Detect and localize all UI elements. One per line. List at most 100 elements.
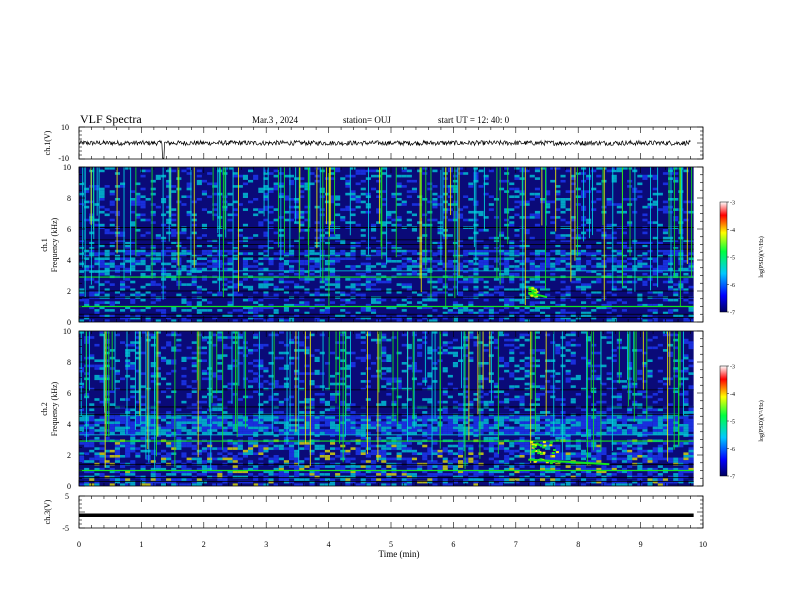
spectrogram-cell xyxy=(212,426,218,430)
spectrogram-cell xyxy=(150,411,156,414)
spectrogram-cell xyxy=(447,249,453,253)
spectrogram-cell xyxy=(94,418,100,422)
spectrogram-cell xyxy=(488,249,494,253)
spectrogram-cell xyxy=(381,262,387,266)
spectrogram-cell xyxy=(447,234,453,237)
spectrogram-cell xyxy=(427,257,433,260)
spectrogram-cell xyxy=(314,303,320,307)
spectrogram-cell xyxy=(345,205,351,209)
spectrogram-cell xyxy=(314,359,320,362)
spectrogram-cell xyxy=(662,236,668,240)
spectrogram-cell xyxy=(201,470,207,474)
spectrogram-cell xyxy=(432,316,438,320)
spectrogram-cell xyxy=(268,442,274,445)
spectrogram-cell xyxy=(125,359,131,362)
spectrogram-cell xyxy=(550,221,556,224)
spectrogram-cell xyxy=(114,442,120,445)
spectrogram-cell xyxy=(519,298,525,302)
spectrogram-cell xyxy=(473,278,479,281)
spectrogram-cell xyxy=(120,377,126,381)
spectrogram-cell xyxy=(468,280,474,284)
spectrogram-cell xyxy=(468,452,474,455)
spectrogram-cell xyxy=(468,303,474,307)
spectrogram-cell xyxy=(263,455,269,458)
spectrogram-cell xyxy=(140,262,146,266)
spectrogram-cell xyxy=(191,457,197,461)
spectrogram-cell xyxy=(427,452,433,455)
spectrogram-cell xyxy=(84,467,90,471)
spectrogram-cell xyxy=(319,311,325,315)
spectrogram-cell xyxy=(509,385,515,388)
spectrogram-cell xyxy=(524,203,530,206)
spectrogram-cell xyxy=(120,421,126,424)
spectrogram-cell xyxy=(335,198,341,201)
spectrogram-cell xyxy=(473,288,479,291)
spectrogram-cell xyxy=(371,169,377,173)
spectrogram-cell xyxy=(258,444,264,448)
spectrogram-cell xyxy=(401,185,407,188)
spectrogram-cell xyxy=(89,460,95,463)
spectrogram-cell xyxy=(278,470,284,474)
spectrogram-cell xyxy=(662,265,668,268)
spectrogram-cell xyxy=(125,314,131,317)
spectrogram-cell xyxy=(478,478,484,481)
spectrogram-cell xyxy=(652,257,658,260)
spectrogram-cell xyxy=(504,167,510,170)
spectrogram-cell xyxy=(534,192,540,196)
spectrogram-cell xyxy=(109,426,115,430)
spectrogram-cell xyxy=(406,272,412,276)
spectrogram-cell xyxy=(207,252,213,255)
spectrogram-cell xyxy=(299,429,305,432)
spectrogram-cell xyxy=(386,478,392,481)
spectrogram-cell xyxy=(529,216,535,219)
spectrogram-cell xyxy=(355,449,361,453)
spectrogram-cell xyxy=(360,418,366,422)
spectrogram-cell xyxy=(458,167,464,170)
spectrogram-cell xyxy=(411,467,417,471)
spectrogram-cell xyxy=(114,444,120,448)
spectrogram-cell xyxy=(319,418,325,422)
spectrogram-cell xyxy=(145,457,151,461)
spectrogram-cell xyxy=(355,311,361,315)
spectrogram-cell xyxy=(396,377,402,381)
spectrogram-cell xyxy=(432,298,438,302)
spectrogram-cell xyxy=(299,343,305,347)
spectrogram-cell xyxy=(212,475,218,479)
spectrogram-cell xyxy=(89,457,95,461)
spectrogram-cell xyxy=(376,239,382,242)
spectrogram-cell xyxy=(565,316,571,320)
spectrogram-cell xyxy=(534,278,540,281)
spectrogram-cell xyxy=(273,241,279,245)
spectrogram-cell xyxy=(140,309,146,312)
spectrogram-cell xyxy=(483,267,489,271)
spectrogram-cell xyxy=(463,280,469,284)
spectrogram-cell xyxy=(591,187,597,191)
spectrogram-cell xyxy=(212,390,218,393)
spectrogram-cell xyxy=(411,265,417,268)
spectrogram-cell xyxy=(376,470,382,474)
spectrogram-cell xyxy=(335,429,341,432)
spectrogram-cell xyxy=(596,190,602,193)
spectrogram-cell xyxy=(299,210,305,214)
spectrogram-cell xyxy=(109,303,115,307)
spectrogram-cell xyxy=(683,218,689,222)
spectrogram-cell xyxy=(504,400,510,404)
spectrogram-cell xyxy=(381,172,387,175)
spectrogram-cell xyxy=(452,267,458,271)
spectrogram-cell xyxy=(191,283,197,286)
spectrogram-cell xyxy=(299,473,305,476)
spectrogram-cell xyxy=(155,424,161,427)
spectrogram-cell xyxy=(483,306,489,310)
spectrogram-cell xyxy=(345,311,351,315)
spectrogram-cell xyxy=(309,403,315,406)
spectrogram-cell xyxy=(432,205,438,209)
spectrogram-cell xyxy=(391,195,397,198)
spectrogram-cell xyxy=(222,288,228,291)
spectrogram-cell xyxy=(130,421,136,424)
spectrogram-cell xyxy=(166,205,172,209)
spectrogram-cell xyxy=(186,393,192,396)
spectrogram-cell xyxy=(360,442,366,445)
spectrogram-cell xyxy=(340,208,346,211)
spectrogram-cell xyxy=(201,395,207,399)
